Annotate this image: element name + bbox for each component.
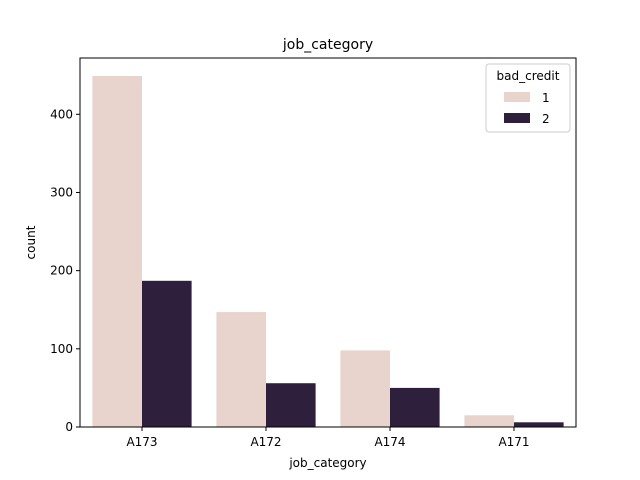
bar-A173-series-2: [142, 280, 192, 427]
y-tick-label: 400: [50, 107, 73, 121]
x-axis: A173 A172 A174 A171: [126, 427, 530, 449]
y-axis: 0 100 200 300 400: [50, 107, 80, 434]
bar-A173-series-1: [92, 75, 142, 428]
bar-A174-series-2: [390, 387, 440, 427]
x-tick-label: A172: [250, 435, 281, 449]
x-tick-label: A174: [374, 435, 405, 449]
bar-A171-series-2: [514, 422, 564, 427]
x-axis-label: job_category: [288, 456, 366, 470]
chart-title: job_category: [282, 37, 373, 53]
y-axis-label: count: [24, 225, 38, 259]
bar-A172-series-1: [216, 312, 266, 427]
legend-label-1: 1: [542, 91, 550, 105]
bar-A171-series-1: [464, 415, 514, 427]
y-tick-label: 300: [50, 185, 73, 199]
legend-items: 12: [504, 91, 550, 126]
legend-label-2: 2: [542, 112, 550, 126]
legend-swatch-1: [504, 92, 530, 102]
bars-layer: [92, 75, 564, 428]
bar-A174-series-1: [340, 350, 390, 427]
bar-A172-series-2: [266, 383, 316, 427]
legend-swatch-2: [504, 113, 530, 123]
legend-title: bad_credit: [497, 69, 560, 83]
y-tick-label: 200: [50, 264, 73, 278]
y-tick-label: 100: [50, 342, 73, 356]
x-tick-label: A171: [498, 435, 529, 449]
y-tick-label: 0: [65, 420, 73, 434]
legend: bad_credit 12: [485, 63, 571, 133]
x-tick-label: A173: [126, 435, 157, 449]
plot-area-frame: [79, 57, 577, 428]
